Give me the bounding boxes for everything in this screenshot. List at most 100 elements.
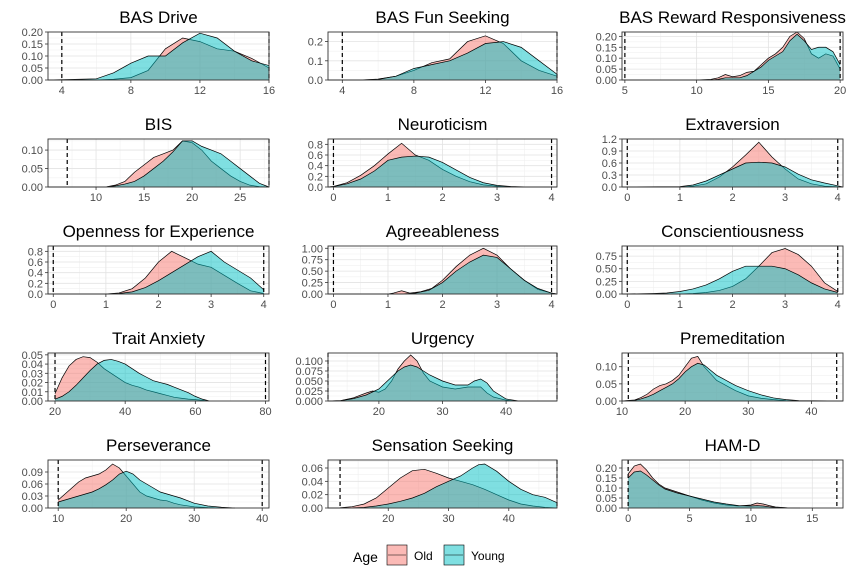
x-tick-label: 20 (373, 406, 385, 418)
y-tick-label: 0.50 (302, 266, 323, 278)
panel-title-ham-d: HAM-D (705, 436, 761, 455)
density-area-young (622, 162, 843, 187)
panel-title-trait-anxiety: Trait Anxiety (112, 329, 205, 348)
x-tick-label: 1 (677, 192, 683, 204)
x-tick-label: 40 (805, 406, 817, 418)
y-tick-label: 0.10 (596, 362, 617, 374)
x-tick-label: 40 (256, 513, 268, 525)
y-tick-label: 0.06 (22, 479, 43, 491)
x-tick-label: 20 (382, 513, 394, 525)
density-area-young (622, 363, 843, 401)
panel-title-bas-fun-seeking: BAS Fun Seeking (375, 8, 509, 27)
y-tick-label: 0.05 (596, 493, 617, 505)
panel-title-urgency: Urgency (411, 329, 475, 348)
legend-title: Age (353, 549, 378, 565)
y-tick-label: 0.04 (302, 476, 323, 488)
x-tick-label: 0 (624, 299, 630, 311)
x-tick-label: 10 (745, 513, 757, 525)
density-line-young (627, 470, 801, 509)
y-tick-label: 0.25 (302, 278, 323, 290)
density-line-young (328, 463, 558, 509)
y-tick-label: 0.00 (596, 289, 617, 301)
x-tick-label: 4 (548, 192, 554, 204)
x-tick-label: 16 (263, 85, 275, 97)
density-area-young (628, 471, 801, 508)
x-tick-label: 0 (50, 299, 56, 311)
x-tick-label: 5 (686, 513, 692, 525)
x-tick-label: 3 (208, 299, 214, 311)
density-line-young (48, 250, 264, 295)
panel-title-premeditation: Premeditation (680, 329, 785, 348)
density-area-young (328, 41, 557, 80)
y-tick-label: 0.10 (22, 145, 43, 157)
density-area-young (58, 471, 236, 508)
y-tick-label: 0.000 (295, 396, 323, 408)
density-line-young (327, 364, 557, 402)
x-tick-label: 20 (120, 513, 132, 525)
density-line-young (48, 140, 270, 188)
x-tick-label: 30 (742, 406, 754, 418)
x-tick-label: 2 (439, 299, 445, 311)
y-tick-label: 0.0 (308, 182, 323, 194)
y-tick-label: 0.6 (308, 150, 323, 162)
y-tick-label: 0.8 (28, 246, 43, 258)
x-tick-label: 1 (677, 299, 683, 311)
y-tick-label: 0.09 (22, 467, 43, 479)
x-tick-label: 60 (189, 406, 201, 418)
y-tick-label: 1.2 (602, 134, 617, 146)
y-tick-label: 0.50 (596, 264, 617, 276)
panel-ham-d: HAM-D 0 5 10 15 0.000.050.100.150.20 (596, 436, 844, 525)
density-area-young (328, 365, 557, 401)
panel-title-neuroticism: Neuroticism (398, 115, 488, 134)
y-tick-label: 0.3 (602, 170, 617, 182)
panel-bas-fun-seeking: BAS Fun Seeking 4 8 12 16 0.0 0.1 0.2 (308, 8, 563, 97)
y-tick-label: 0.2 (308, 171, 323, 183)
y-tick-label: 0.01 (22, 387, 43, 399)
density-line-young (58, 470, 236, 509)
x-tick-label: 8 (411, 85, 417, 97)
panel-border-premeditation (621, 352, 844, 402)
density-area-young (48, 33, 269, 80)
x-tick-label: 2 (439, 192, 445, 204)
density-area-young (48, 140, 269, 187)
density-line-young (622, 33, 841, 81)
x-tick-label: 4 (261, 299, 267, 311)
y-tick-label: 0.05 (22, 350, 43, 362)
y-tick-label: 0.0 (602, 182, 617, 194)
legend-item-young: Young (443, 544, 505, 566)
x-tick-label: 80 (259, 406, 271, 418)
panel-title-agreeableness: Agreeableness (386, 222, 499, 241)
panel-conscientiousness: Conscientiousness 0 1 2 3 4 0.000.250.500.75 (596, 222, 844, 311)
panel-title-bas-reward-responsiveness: BAS Reward Responsiveness (619, 8, 846, 27)
y-tick-label: 0.00 (302, 289, 323, 301)
x-tick-label: 30 (188, 513, 200, 525)
panel-title-bis: BIS (145, 115, 172, 134)
density-area-young (55, 359, 210, 401)
x-tick-label: 10 (616, 406, 628, 418)
y-tick-label: 0.05 (596, 64, 617, 76)
y-tick-label: 0.05 (22, 63, 43, 75)
x-tick-label: 0 (625, 513, 631, 525)
panel-bis: BIS 10 15 20 25 0.00 0.05 0.10 (22, 115, 270, 204)
y-tick-label: 0.02 (22, 378, 43, 390)
y-tick-label: 0.075 (295, 366, 323, 378)
legend: Age Old Young (353, 544, 505, 566)
x-tick-label: 20 (186, 192, 198, 204)
y-tick-label: 0.15 (596, 473, 617, 485)
x-tick-label: 4 (339, 85, 345, 97)
panel-border-bas-reward-responsiveness (621, 31, 844, 81)
y-tick-label: 0.05 (22, 164, 43, 176)
y-tick-label: 0.00 (596, 75, 617, 87)
density-area-young (328, 255, 557, 294)
legend-label-old: Old (414, 549, 433, 563)
x-tick-label: 3 (782, 299, 788, 311)
panel-border-sensation-seeking (327, 459, 558, 509)
x-tick-label: 30 (442, 513, 454, 525)
panel-premeditation: Premeditation 10 20 30 40 0.00 0.05 0.10 (596, 329, 844, 418)
y-tick-label: 1.00 (302, 243, 323, 255)
panel-title-conscientiousness: Conscientiousness (661, 222, 804, 241)
x-tick-label: 1 (385, 299, 391, 311)
